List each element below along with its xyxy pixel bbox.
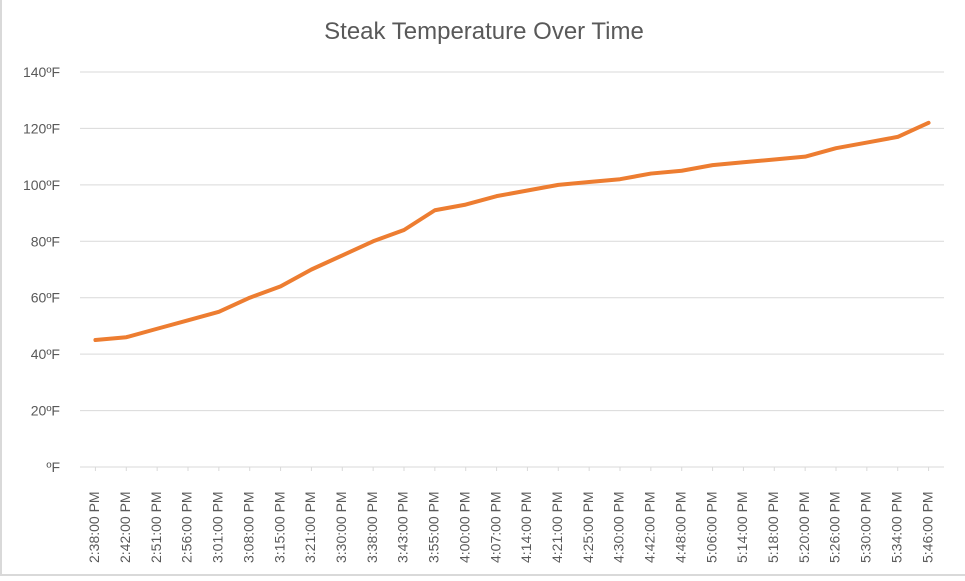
x-tick-label: 2:42:00 PM	[117, 491, 133, 563]
x-tick-label: 5:34:00 PM	[888, 491, 904, 563]
x-tick-label: 5:20:00 PM	[796, 491, 812, 563]
y-axis-labels: 140ºF 120ºF 100ºF 80ºF 60ºF 40ºF 20ºF ºF	[23, 64, 60, 475]
x-tick-label: 3:01:00 PM	[210, 491, 226, 563]
x-tick-label: 3:43:00 PM	[395, 491, 411, 563]
data-point	[217, 310, 221, 314]
x-tick-label: 3:38:00 PM	[364, 491, 380, 563]
data-point	[680, 169, 684, 173]
x-tick-label: 4:48:00 PM	[672, 491, 688, 563]
x-tick-label: 5:14:00 PM	[734, 491, 750, 563]
data-point	[741, 160, 745, 164]
y-tick-label: 40ºF	[31, 346, 60, 362]
data-point	[124, 335, 128, 339]
data-point	[402, 228, 406, 232]
data-point	[433, 208, 437, 212]
data-point	[155, 327, 159, 331]
x-tick-label: 3:21:00 PM	[302, 491, 318, 563]
data-point	[772, 157, 776, 161]
x-tick-label: 5:46:00 PM	[919, 491, 935, 563]
x-tick-label: 4:07:00 PM	[487, 491, 503, 563]
data-point	[93, 338, 97, 342]
series-line	[93, 120, 931, 343]
data-point	[556, 183, 560, 187]
x-axis-labels: 2:38:00 PM 2:42:00 PM 2:51:00 PM 2:56:00 PM…	[86, 491, 935, 563]
data-point	[371, 239, 375, 243]
y-tick-label: 100ºF	[23, 177, 60, 193]
x-tick-label: 5:06:00 PM	[703, 491, 719, 563]
data-point	[649, 172, 653, 176]
y-tick-label: 80ºF	[31, 233, 60, 249]
data-point	[927, 121, 931, 125]
data-point	[618, 177, 622, 181]
x-tick-label: 3:55:00 PM	[426, 491, 442, 563]
x-tick-label: 5:30:00 PM	[858, 491, 874, 563]
x-tick-label: 2:56:00 PM	[179, 491, 195, 563]
data-point	[495, 194, 499, 198]
data-point	[803, 155, 807, 159]
x-tick-label: 4:25:00 PM	[580, 491, 596, 563]
x-tick-label: 5:26:00 PM	[827, 491, 843, 563]
x-tick-label: 5:18:00 PM	[765, 491, 781, 563]
x-tick-label: 3:30:00 PM	[333, 491, 349, 563]
x-tick-label: 4:21:00 PM	[549, 491, 565, 563]
data-point	[309, 268, 313, 272]
data-point	[464, 203, 468, 207]
x-tick-label: 4:30:00 PM	[611, 491, 627, 563]
y-tick-label: ºF	[46, 459, 60, 475]
data-point	[865, 141, 869, 145]
x-tick-label: 2:51:00 PM	[148, 491, 164, 563]
data-point	[711, 163, 715, 167]
series-layer	[93, 120, 931, 343]
y-tick-label: 60ºF	[31, 290, 60, 306]
data-point	[587, 180, 591, 184]
data-point	[340, 253, 344, 257]
y-tick-label: 20ºF	[31, 403, 60, 419]
data-point	[186, 318, 190, 322]
x-tick-label: 4:42:00 PM	[642, 491, 658, 563]
x-tick-label: 3:08:00 PM	[240, 491, 256, 563]
data-point	[834, 146, 838, 150]
y-tick-label: 140ºF	[23, 64, 60, 80]
gridlines	[80, 71, 944, 471]
x-tick-label: 3:15:00 PM	[271, 491, 287, 563]
x-tick-label: 4:00:00 PM	[456, 491, 472, 563]
x-tick-label: 2:38:00 PM	[86, 491, 102, 563]
data-point	[525, 189, 529, 193]
x-tick-label: 4:14:00 PM	[518, 491, 534, 563]
y-tick-label: 120ºF	[23, 120, 60, 136]
data-point	[279, 284, 283, 288]
data-point	[248, 296, 252, 300]
data-point	[896, 135, 900, 139]
chart-title: Steak Temperature Over Time	[324, 18, 644, 45]
